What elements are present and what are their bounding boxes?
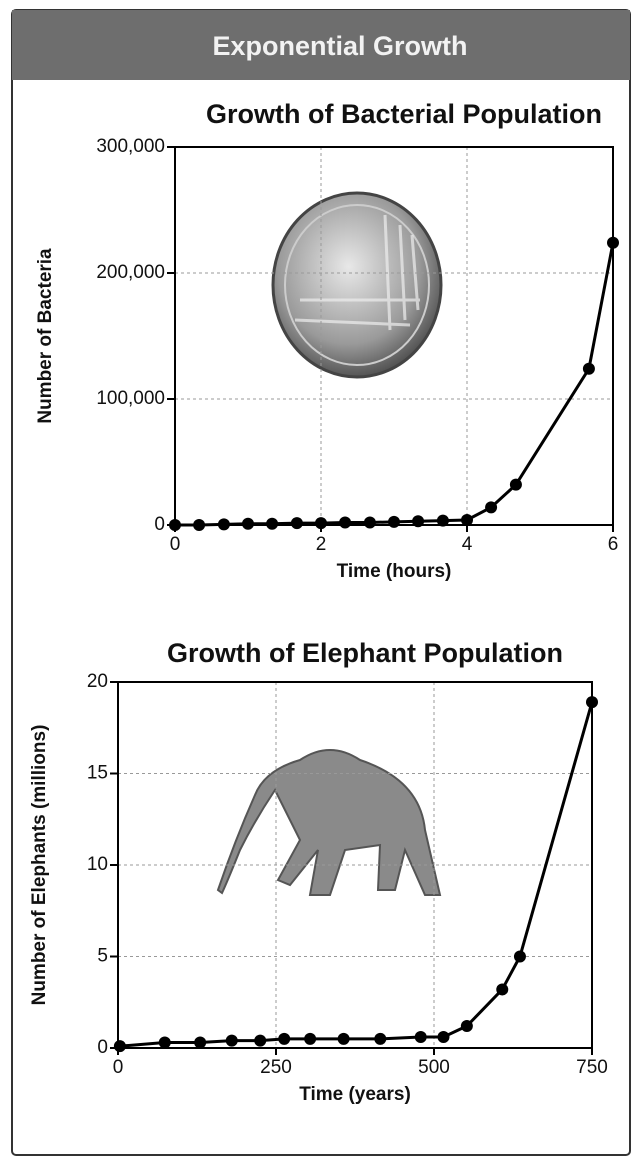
data-point — [510, 479, 522, 491]
y-tick-label: 20 — [87, 671, 108, 692]
data-point — [159, 1037, 171, 1049]
petri-dish-image — [273, 193, 441, 377]
y-tick-label: 100,000 — [96, 388, 165, 409]
x-tick-label: 6 — [608, 534, 619, 555]
header-title: Exponential Growth — [212, 31, 467, 61]
y-tick-label: 0 — [97, 1037, 108, 1058]
chart-title: Growth of Bacterial Population — [206, 99, 602, 129]
data-point — [496, 983, 508, 995]
data-point — [415, 1031, 427, 1043]
y-tick-label: 10 — [87, 854, 108, 875]
chart-title: Growth of Elephant Population — [167, 638, 563, 668]
data-point — [194, 1037, 206, 1049]
data-point — [586, 696, 598, 708]
data-point — [461, 514, 473, 526]
data-point — [254, 1035, 266, 1047]
x-tick-label: 2 — [316, 534, 327, 555]
data-point — [338, 1033, 350, 1045]
data-point — [583, 363, 595, 375]
x-axis-label: Time (hours) — [337, 561, 452, 582]
y-tick-label: 15 — [87, 763, 108, 784]
data-point — [388, 516, 400, 528]
x-tick-label: 0 — [170, 534, 181, 555]
x-tick-label: 4 — [462, 534, 473, 555]
y-tick-label: 0 — [154, 514, 165, 535]
data-point — [242, 518, 254, 530]
data-point — [193, 519, 205, 531]
x-tick-label: 750 — [576, 1057, 608, 1078]
data-point — [374, 1033, 386, 1045]
data-point — [315, 517, 327, 529]
data-point — [437, 515, 449, 527]
data-point — [304, 1033, 316, 1045]
data-point — [364, 516, 376, 528]
x-tick-label: 250 — [260, 1057, 292, 1078]
y-tick-label: 200,000 — [96, 262, 165, 283]
data-point — [291, 517, 303, 529]
data-point — [339, 516, 351, 528]
y-tick-label: 300,000 — [96, 136, 165, 157]
data-point — [169, 519, 181, 531]
data-point — [226, 1035, 238, 1047]
data-point — [485, 501, 497, 513]
data-point — [514, 951, 526, 963]
data-point — [607, 237, 619, 249]
panel-border — [12, 10, 630, 1155]
data-point — [437, 1031, 449, 1043]
data-point — [218, 518, 230, 530]
page: Exponential Growth Growth of Bacterial P… — [0, 0, 635, 1159]
y-axis-label: Number of Bacteria — [35, 248, 56, 424]
data-point — [461, 1020, 473, 1032]
y-tick-label: 5 — [97, 946, 108, 967]
data-point — [266, 518, 278, 530]
data-point — [412, 515, 424, 527]
data-point — [278, 1033, 290, 1045]
figure: Exponential Growth Growth of Bacterial P… — [0, 0, 635, 1159]
x-axis-label: Time (years) — [299, 1084, 411, 1105]
y-axis-label: Number of Elephants (millions) — [29, 725, 50, 1006]
x-tick-label: 0 — [113, 1057, 124, 1078]
data-point — [114, 1040, 126, 1052]
x-tick-label: 500 — [418, 1057, 450, 1078]
